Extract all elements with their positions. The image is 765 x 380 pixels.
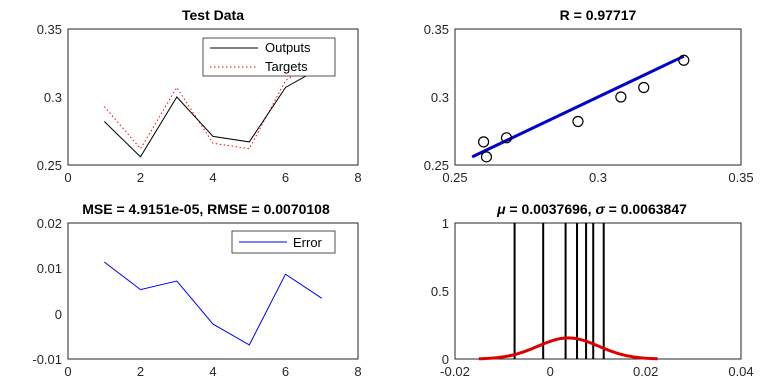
- xticks-test-data: 0 2 4 6 8: [64, 170, 361, 185]
- error-vlines: [513, 223, 605, 359]
- xticks-regression: 0.25 0.3 0.35: [442, 170, 753, 185]
- panel-regression: R = 0.97717 0.25 0.3 0.35 0.25 0.3 0.35: [424, 7, 754, 185]
- xtick-label: 0.3: [589, 170, 607, 185]
- legend-box: [202, 37, 336, 77]
- xtick-label: 0.04: [728, 364, 753, 379]
- ytick-label: 0.35: [424, 22, 449, 37]
- yticks-distribution: 0 0.5 1: [431, 216, 449, 367]
- title-error: MSE = 4.9151e-05, RMSE = 0.0070108: [82, 201, 330, 217]
- xtick-label: 0: [64, 170, 71, 185]
- title-test-data: Test Data: [182, 7, 244, 23]
- xtick-label: 0.02: [633, 364, 658, 379]
- xticks-error: 0 2 4 6 8: [64, 364, 361, 379]
- ytick-label: 0.25: [37, 158, 62, 173]
- xtick-label: 4: [209, 170, 216, 185]
- ytick-label: 0.3: [44, 90, 62, 105]
- ytick-label: 0.02: [37, 216, 62, 231]
- xticks-distribution: -0.02 0 0.02 0.04: [440, 364, 753, 379]
- ytick-label: 0.5: [431, 284, 449, 299]
- panel-error: MSE = 4.9151e-05, RMSE = 0.0070108 -0.01…: [32, 201, 361, 379]
- xtick-label: -0.02: [440, 364, 470, 379]
- scatter-point: [500, 132, 513, 144]
- series-line-targets: [103, 55, 323, 150]
- yticks-test-data: 0.25 0.3 0.35: [37, 22, 62, 173]
- ytick-label: 0.01: [37, 261, 62, 276]
- scatter-point: [572, 115, 584, 128]
- normal-curve: [478, 336, 658, 361]
- title-distribution: μ = 0.0037696, σ = 0.0063847: [496, 201, 687, 217]
- xtick-label: 8: [354, 170, 361, 185]
- scatter-point: [480, 151, 493, 163]
- scatter-point: [478, 136, 490, 148]
- series-line-error: [103, 261, 323, 346]
- legend-label-outputs: Outputs: [265, 40, 311, 55]
- scatter-point: [615, 91, 627, 103]
- ytick-label: 0: [442, 352, 449, 367]
- ytick-label: 0.35: [37, 22, 62, 37]
- fit-line: [471, 54, 685, 159]
- xtick-label: 8: [354, 364, 361, 379]
- panel-distribution: μ = 0.0037696, σ = 0.0063847 0 0.5 1 -0.…: [431, 201, 754, 379]
- legend-test-data: Outputs Targets: [202, 37, 336, 77]
- panel-test-data: Test Data 0.25 0.3 0.35 0 2 4 6 8 Output…: [37, 7, 362, 185]
- xtick-label: 0.25: [442, 170, 467, 185]
- scatter-points: [478, 54, 690, 163]
- xtick-label: 2: [137, 364, 144, 379]
- yticks-error: -0.01 0 0.01 0.02: [32, 216, 62, 367]
- legend-label-error: Error: [293, 235, 323, 250]
- series-line-outputs: [103, 66, 323, 158]
- title-regression: R = 0.97717: [560, 7, 637, 23]
- xtick-label: 6: [282, 364, 289, 379]
- legend-error: Error: [231, 230, 336, 254]
- scatter-point: [638, 81, 650, 94]
- ytick-label: 0.25: [424, 158, 449, 173]
- xtick-label: 0.35: [728, 170, 753, 185]
- ytick-label: 1: [442, 216, 449, 231]
- xtick-label: 2: [137, 170, 144, 185]
- scatter-point: [678, 54, 690, 66]
- ytick-label: 0.3: [431, 90, 449, 105]
- xtick-label: 0: [64, 364, 71, 379]
- legend-label-targets: Targets: [265, 59, 308, 74]
- ytick-label: 0: [55, 307, 62, 322]
- yticks-regression: 0.25 0.3 0.35: [424, 22, 449, 173]
- xtick-label: 6: [282, 170, 289, 185]
- axes-box-distribution: [454, 222, 742, 360]
- ytick-label: -0.01: [32, 352, 62, 367]
- xtick-label: 4: [209, 364, 216, 379]
- xtick-label: 0: [547, 364, 554, 379]
